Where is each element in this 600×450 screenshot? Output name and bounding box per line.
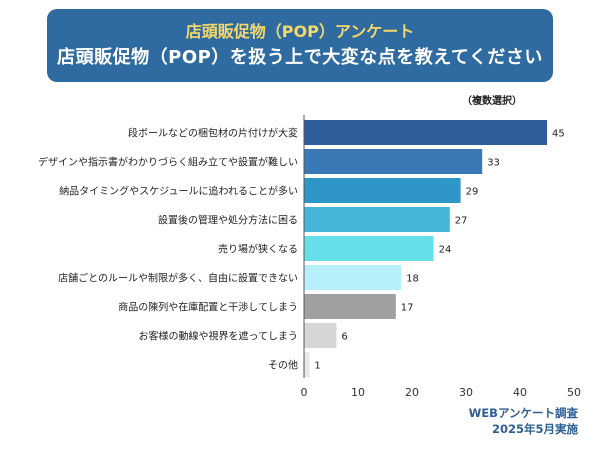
- category-label-1: デザインや指示書がわかりづらく組み立てや設置が難しい: [38, 156, 298, 169]
- value-label-4: 24: [439, 245, 452, 256]
- x-tick-label-0: 0: [301, 386, 308, 399]
- category-label-3: 設置後の管理や処分方法に困る: [158, 214, 298, 227]
- bar-7: [304, 323, 337, 348]
- category-label-0: 段ボールなどの梱包材の片付けが大変: [128, 127, 298, 140]
- bar-4: [304, 236, 434, 261]
- category-label-2: 納品タイミングやスケジュールに追われることが多い: [59, 185, 298, 198]
- value-label-1: 33: [487, 158, 500, 169]
- x-tick-label-5: 50: [567, 386, 581, 399]
- x-tick-label-4: 40: [513, 386, 527, 399]
- category-label-5: 店舗ごとのルールや制限が多く、自由に設置できない: [58, 272, 298, 285]
- value-label-3: 27: [455, 216, 468, 227]
- value-label-6: 17: [401, 303, 414, 314]
- survey-subtitle: 店頭販促物（POP）アンケート: [185, 21, 415, 41]
- bar-5: [304, 265, 402, 290]
- category-label-8: その他: [268, 359, 298, 372]
- bar-3: [304, 207, 450, 232]
- x-tick-label-2: 20: [405, 386, 419, 399]
- bar-6: [304, 294, 396, 319]
- value-label-7: 6: [341, 332, 347, 343]
- x-tick-label-1: 10: [351, 386, 365, 399]
- bar-8: [304, 352, 310, 377]
- category-label-7: お客様の動線や視界を遮ってしまう: [139, 330, 299, 343]
- value-label-5: 18: [406, 274, 419, 285]
- title-banner: 店頭販促物（POP）アンケート 店頭販促物（POP）を扱う上で大変な点を教えてく…: [47, 9, 553, 82]
- value-label-0: 45: [552, 129, 565, 140]
- x-tick-label-3: 30: [459, 386, 473, 399]
- survey-method: WEBアンケート調査: [468, 406, 578, 420]
- bar-2: [304, 178, 461, 203]
- survey-date: 2025年5月実施: [491, 422, 578, 436]
- value-label-8: 1: [314, 361, 320, 372]
- category-label-4: 売り場が狭くなる: [218, 243, 298, 256]
- value-label-2: 29: [466, 187, 479, 198]
- category-label-6: 商品の陳列や在庫配置と干渉してしまう: [118, 301, 298, 314]
- bar-0: [304, 120, 547, 145]
- bar-1: [304, 149, 483, 174]
- multiple-choice-note: （複数選択）: [462, 96, 522, 107]
- survey-question: 店頭販促物（POP）を扱う上で大変な点を教えてください: [57, 46, 543, 68]
- survey-source: WEBアンケート調査 2025年5月実施: [469, 405, 578, 437]
